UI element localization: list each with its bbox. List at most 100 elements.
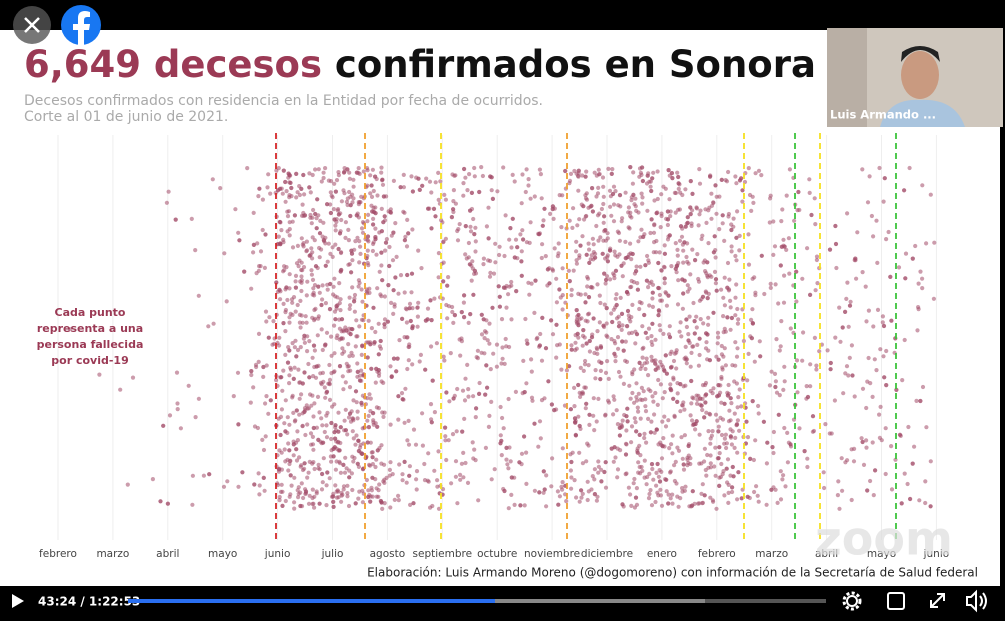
settings-gear	[842, 591, 862, 611]
dot	[640, 324, 645, 329]
dot	[488, 270, 493, 275]
dot	[286, 468, 291, 473]
dot	[538, 172, 544, 177]
dot	[647, 491, 652, 497]
dot	[403, 234, 408, 239]
dot	[637, 306, 642, 312]
dot	[538, 436, 543, 441]
dot	[642, 431, 647, 436]
dot	[871, 493, 876, 498]
dot	[293, 285, 298, 290]
dot	[299, 288, 304, 294]
play-button[interactable]	[12, 594, 24, 608]
dot	[297, 192, 302, 198]
fullscreen-button[interactable]	[930, 593, 945, 608]
dot	[729, 227, 734, 233]
dot	[357, 260, 362, 265]
month-label: abril	[815, 548, 838, 560]
dot	[682, 240, 687, 245]
dot	[489, 399, 494, 404]
dot	[569, 486, 574, 491]
dot	[458, 353, 463, 358]
dot	[578, 292, 583, 297]
dot	[504, 305, 509, 310]
dot	[173, 217, 178, 222]
dot	[506, 466, 511, 471]
dot	[350, 327, 355, 332]
dot	[915, 328, 920, 333]
dot	[498, 433, 503, 438]
dot	[654, 483, 659, 488]
dot	[339, 336, 344, 341]
dot	[628, 492, 633, 497]
dot	[528, 196, 533, 201]
dot	[361, 169, 366, 174]
dot	[577, 255, 582, 260]
dot	[286, 441, 291, 446]
dot	[304, 293, 309, 298]
dot	[257, 186, 262, 191]
dot	[347, 306, 352, 311]
dot	[732, 445, 737, 450]
dot	[333, 228, 338, 233]
dot	[596, 464, 602, 469]
dot	[625, 406, 630, 411]
dot	[549, 484, 554, 489]
pip-button[interactable]	[887, 592, 905, 610]
dot	[580, 390, 585, 395]
volume-button[interactable]	[966, 589, 987, 613]
dot	[532, 310, 537, 315]
dot	[624, 359, 630, 364]
dot	[347, 189, 352, 195]
dot	[319, 416, 324, 421]
dot	[420, 411, 425, 416]
dot	[327, 381, 332, 386]
dot	[326, 178, 331, 183]
dot	[378, 338, 383, 344]
phase-lines	[275, 133, 897, 542]
dot	[593, 251, 598, 256]
dot	[329, 353, 334, 358]
dot	[302, 461, 307, 466]
dot	[688, 272, 693, 277]
dot	[640, 165, 645, 170]
dot	[733, 363, 738, 368]
dot	[365, 355, 370, 360]
dot	[331, 284, 336, 289]
dot	[614, 408, 619, 413]
dot	[359, 352, 364, 357]
dot	[870, 440, 875, 445]
dot	[683, 224, 688, 229]
dot	[457, 337, 462, 342]
dot	[255, 241, 260, 246]
dot	[644, 482, 649, 487]
dot	[299, 280, 304, 285]
dot	[713, 412, 719, 417]
dot	[640, 346, 645, 351]
settings-button[interactable]	[846, 595, 858, 607]
dot	[316, 167, 321, 172]
dot	[541, 490, 546, 495]
dot	[725, 285, 730, 290]
dot	[875, 307, 881, 312]
dot	[419, 266, 424, 271]
dot	[654, 470, 659, 475]
dot	[598, 345, 604, 350]
dot	[319, 302, 324, 308]
dot	[558, 295, 563, 300]
dot	[612, 397, 617, 402]
dot	[733, 295, 738, 300]
dot	[783, 484, 788, 489]
dot	[304, 248, 310, 253]
dot	[694, 325, 699, 330]
dot	[643, 330, 648, 335]
dot	[631, 481, 636, 486]
dot	[665, 217, 671, 222]
dot	[705, 332, 710, 337]
dot	[635, 281, 640, 286]
dot	[499, 317, 505, 322]
dot	[352, 292, 358, 298]
dot	[688, 205, 693, 210]
dot	[745, 378, 750, 383]
dot	[449, 215, 454, 220]
